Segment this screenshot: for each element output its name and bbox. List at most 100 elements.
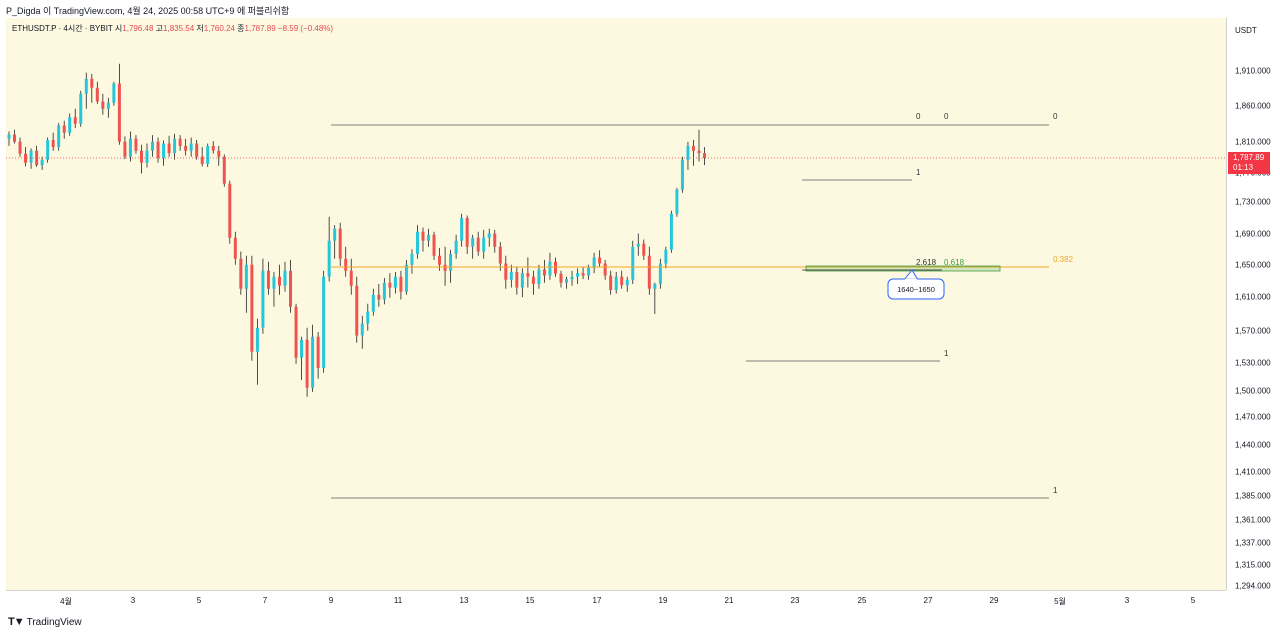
candle-up[interactable] <box>112 83 116 103</box>
candle-up[interactable] <box>382 282 386 300</box>
candle-down[interactable] <box>178 138 182 146</box>
candle-up[interactable] <box>189 143 193 151</box>
candle-up[interactable] <box>333 228 337 241</box>
candle-down[interactable] <box>294 306 298 358</box>
candle-up[interactable] <box>46 139 50 160</box>
candle-up[interactable] <box>128 138 132 157</box>
candle-down[interactable] <box>432 234 436 256</box>
candle-down[interactable] <box>609 275 613 290</box>
candle-up[interactable] <box>173 138 177 154</box>
candle-up[interactable] <box>57 125 61 148</box>
candle-up[interactable] <box>686 145 690 160</box>
candle-up[interactable] <box>449 253 453 271</box>
candle-up[interactable] <box>669 213 673 250</box>
candle-down[interactable] <box>581 273 585 276</box>
candle-down[interactable] <box>504 263 508 280</box>
candle-down[interactable] <box>73 117 77 124</box>
candle-down[interactable] <box>598 257 602 264</box>
candle-up[interactable] <box>636 243 640 247</box>
candle-down[interactable] <box>123 141 127 157</box>
candle-up[interactable] <box>145 150 149 163</box>
candle-down[interactable] <box>421 231 425 241</box>
candle-up[interactable] <box>410 253 414 265</box>
candle-up[interactable] <box>311 336 315 388</box>
candle-down[interactable] <box>399 276 403 292</box>
candle-down[interactable] <box>377 294 381 300</box>
candle-up[interactable] <box>29 150 33 163</box>
candle-up[interactable] <box>482 237 486 252</box>
candle-up[interactable] <box>327 240 331 277</box>
candle-up[interactable] <box>106 102 110 109</box>
candle-down[interactable] <box>642 243 646 256</box>
candle-up[interactable] <box>548 261 552 276</box>
candle-up[interactable] <box>664 249 668 264</box>
candle-down[interactable] <box>542 269 546 276</box>
candle-down[interactable] <box>184 145 188 151</box>
candle-up[interactable] <box>40 159 44 166</box>
candle-up[interactable] <box>79 93 83 124</box>
candle-up[interactable] <box>255 327 259 352</box>
candle-down[interactable] <box>305 339 309 388</box>
candle-up[interactable] <box>509 271 513 280</box>
candle-down[interactable] <box>13 134 17 142</box>
candle-up[interactable] <box>520 273 524 288</box>
candle-down[interactable] <box>167 143 171 154</box>
candle-up[interactable] <box>576 273 580 277</box>
candle-up[interactable] <box>272 276 276 289</box>
candle-down[interactable] <box>117 83 121 142</box>
candle-up[interactable] <box>261 270 265 328</box>
candle-down[interactable] <box>200 156 204 164</box>
candle-up[interactable] <box>404 264 408 292</box>
tradingview-brand[interactable]: T▼ TradingView <box>8 616 82 628</box>
candle-down[interactable] <box>620 276 624 286</box>
candle-up[interactable] <box>162 143 166 158</box>
candle-up[interactable] <box>565 279 569 283</box>
candle-up[interactable] <box>487 233 491 238</box>
candle-up[interactable] <box>427 234 431 241</box>
candle-down[interactable] <box>239 258 243 289</box>
candle-down[interactable] <box>647 255 651 289</box>
target-zone-box[interactable] <box>805 265 1001 272</box>
candle-up[interactable] <box>460 217 464 241</box>
candle-up[interactable] <box>454 240 458 254</box>
candle-down[interactable] <box>217 150 221 157</box>
candle-down[interactable] <box>101 101 105 109</box>
candle-up[interactable] <box>614 276 618 290</box>
candle-up[interactable] <box>658 263 662 284</box>
candle-down[interactable] <box>233 237 237 259</box>
candle-up[interactable] <box>322 276 326 368</box>
candle-up[interactable] <box>360 323 364 336</box>
candlestick-chart[interactable]: 0 0 0 1 0.382 2.618 0.618 1 1 1640~1650 <box>6 18 1226 590</box>
candle-down[interactable] <box>228 183 232 238</box>
candle-down[interactable] <box>344 258 348 271</box>
candle-down[interactable] <box>51 139 55 148</box>
candle-up[interactable] <box>415 231 419 254</box>
candle-down[interactable] <box>95 87 99 102</box>
candle-up[interactable] <box>68 117 72 133</box>
chart-plot-area[interactable]: ETHUSDT.P · 4시간 · BYBIT 시1,796.48 고1,835… <box>6 18 1226 590</box>
candle-up[interactable] <box>244 264 248 289</box>
candle-down[interactable] <box>438 255 442 265</box>
candle-up[interactable] <box>7 134 11 139</box>
candle-up[interactable] <box>206 145 210 164</box>
candle-up[interactable] <box>653 283 657 289</box>
candle-down[interactable] <box>90 78 94 88</box>
candle-up[interactable] <box>283 270 287 286</box>
candle-down[interactable] <box>703 153 707 158</box>
price-axis[interactable]: USDT 1,910.000 1,860.000 1,810.000 1,770… <box>1226 18 1280 591</box>
candle-down[interactable] <box>531 276 535 284</box>
candle-up[interactable] <box>625 279 629 286</box>
candle-up[interactable] <box>680 159 684 190</box>
candle-down[interactable] <box>559 273 563 283</box>
candle-up[interactable] <box>570 276 574 280</box>
candle-up[interactable] <box>631 246 635 280</box>
candle-down[interactable] <box>526 273 530 277</box>
candle-up[interactable] <box>300 339 304 358</box>
candle-down[interactable] <box>603 263 607 276</box>
candle-up[interactable] <box>675 189 679 214</box>
candle-up[interactable] <box>151 141 155 151</box>
candle-down[interactable] <box>691 145 695 151</box>
candle-up[interactable] <box>537 269 541 284</box>
candle-up[interactable] <box>84 78 88 94</box>
candle-down[interactable] <box>250 264 254 352</box>
